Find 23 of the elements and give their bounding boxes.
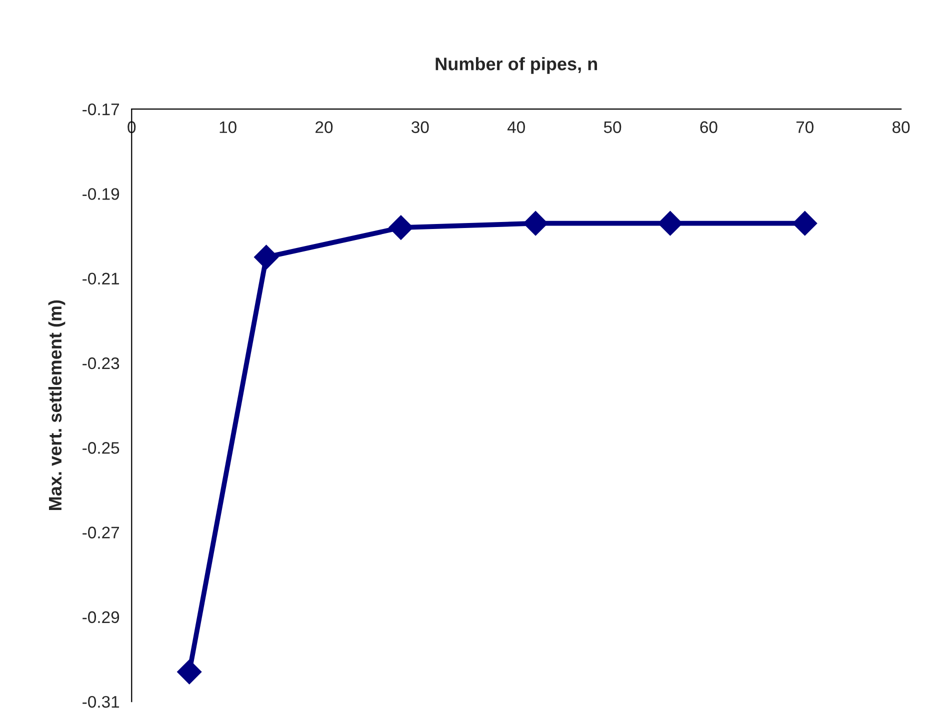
x-tick-label: 20 xyxy=(316,121,333,134)
x-tick-label: 40 xyxy=(507,121,525,134)
x-tick-label: 80 xyxy=(892,121,910,134)
point xyxy=(523,211,548,236)
x-tick-label: 70 xyxy=(796,121,814,134)
x-tick-label: 50 xyxy=(604,121,622,134)
x-axis-title: Number of pipes, n xyxy=(436,57,597,74)
y-axis-title: Max. vert. settlement (m) xyxy=(48,300,66,510)
x-tick-label: 30 xyxy=(412,121,429,134)
x-tick-label: 60 xyxy=(700,121,718,134)
y-tick-label: -0.31 xyxy=(82,696,120,708)
y-tick-label: -0.21 xyxy=(82,272,120,285)
point xyxy=(177,660,202,684)
y-tick-label: -0.19 xyxy=(82,188,120,200)
point xyxy=(792,211,818,236)
point xyxy=(388,215,414,240)
point xyxy=(254,244,279,270)
y-tick-label: -0.23 xyxy=(82,357,120,370)
y-tick-label: -0.17 xyxy=(82,103,119,116)
y-tick-label: -0.29 xyxy=(82,611,120,624)
x-tick-label: 10 xyxy=(220,121,236,134)
y-tick-label: -0.27 xyxy=(82,526,119,538)
y-tick-label: -0.25 xyxy=(82,442,120,454)
